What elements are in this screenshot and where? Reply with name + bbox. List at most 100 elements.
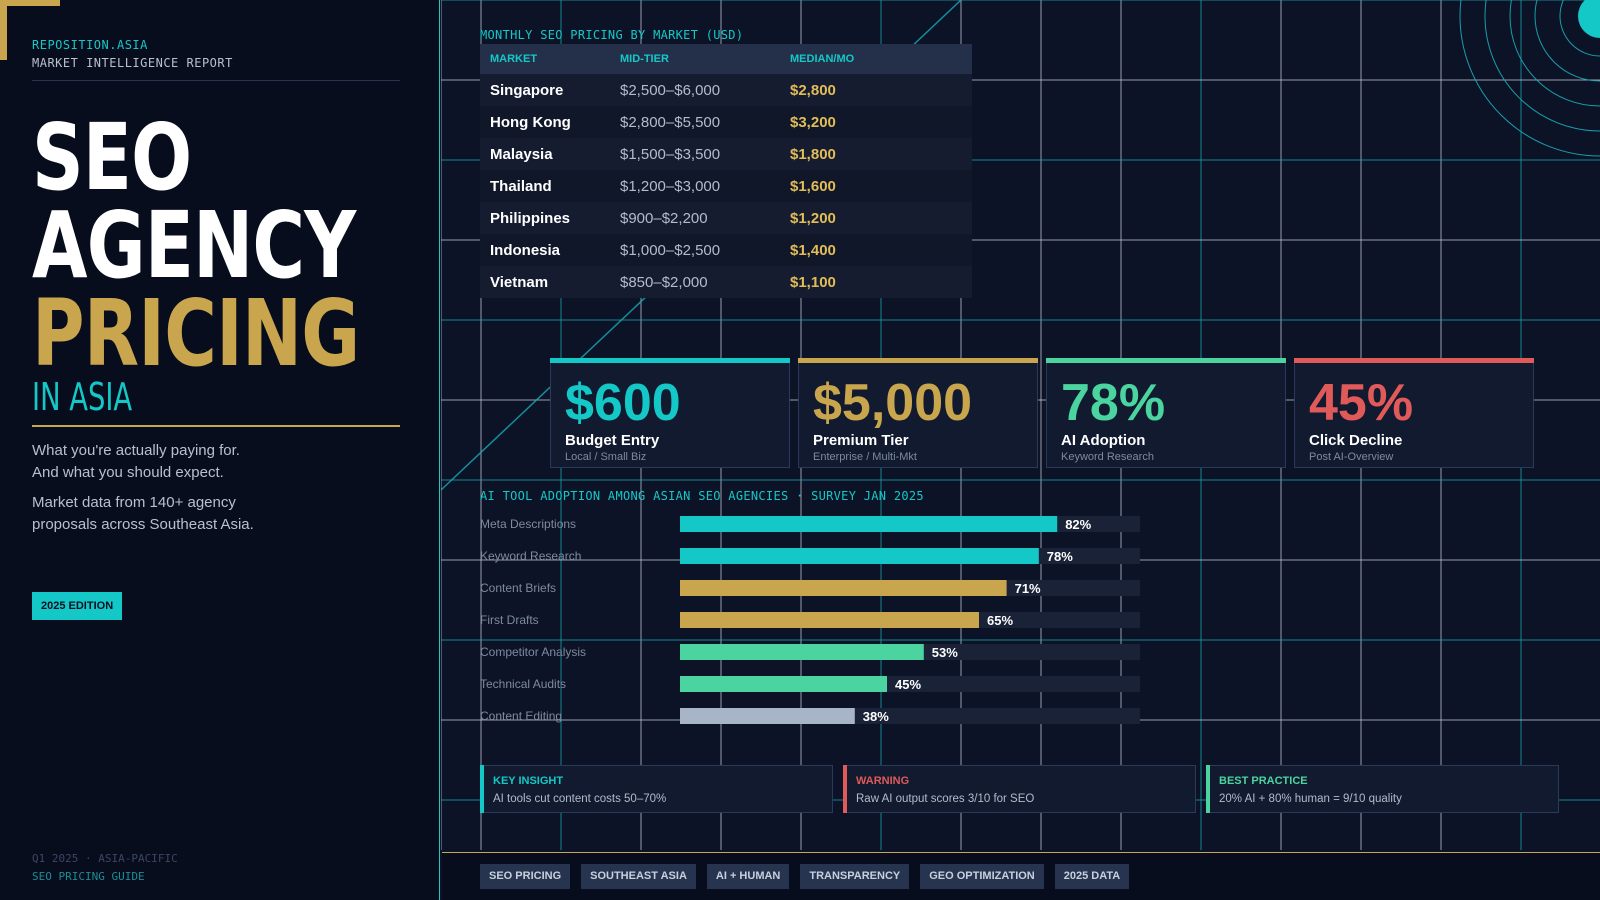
market-cell: Hong Kong xyxy=(490,113,571,131)
range-cell: $2,500–$6,000 xyxy=(620,81,721,99)
value-label: 53% xyxy=(932,645,958,660)
tagline-source: Market data from 140+ agency proposals a… xyxy=(32,494,254,533)
table-row: Thailand $1,200–$3,000 $1,600 xyxy=(480,170,972,202)
category-label: Technical Audits xyxy=(480,677,566,691)
median-cell: $2,800 xyxy=(790,81,836,99)
range-cell: $1,500–$3,500 xyxy=(620,145,721,163)
table-title: MONTHLY SEO PRICING BY MARKET (USD) xyxy=(480,28,744,42)
decor-ring xyxy=(1509,0,1600,107)
category-label: First Drafts xyxy=(480,613,539,627)
insight-best-practice: BEST PRACTICE 20% AI + 80% human = 9/10 … xyxy=(1206,765,1559,813)
median-cell: $1,400 xyxy=(790,241,836,259)
bar xyxy=(680,516,1058,532)
bar xyxy=(680,644,924,660)
stat-label: Budget Entry xyxy=(565,432,660,449)
footer-guide: SEO PRICING GUIDE xyxy=(32,870,145,883)
decor-ring xyxy=(1459,0,1600,157)
stat-label: AI Adoption xyxy=(1061,432,1146,449)
adoption-bar-chart: Meta Descriptions 82% Keyword Research 78% C… xyxy=(480,516,1140,724)
stat-value: 78% xyxy=(1061,374,1166,432)
range-cell: $850–$2,000 xyxy=(620,273,708,291)
insight-key: KEY INSIGHT AI tools cut content costs 5… xyxy=(480,765,833,813)
category-label: Meta Descriptions xyxy=(480,517,576,531)
value-label: 78% xyxy=(1047,549,1073,564)
table-header: MARKET MID-TIER MEDIAN/MO xyxy=(480,44,972,74)
tag-chip[interactable]: TRANSPARENCY xyxy=(800,864,910,889)
tag-chip[interactable]: 2025 DATA xyxy=(1054,864,1130,889)
market-cell: Vietnam xyxy=(490,273,549,291)
insight-accent xyxy=(843,765,847,813)
stat-card-budget: $600 Budget Entry Local / Small Biz xyxy=(550,358,790,468)
tag-chip[interactable]: SOUTHEAST ASIA xyxy=(581,864,696,889)
corner-accent xyxy=(0,0,60,6)
footer-meta: Q1 2025 · ASIA-PACIFIC xyxy=(32,852,178,865)
card-accent xyxy=(798,358,1038,363)
value-label: 71% xyxy=(1015,581,1041,596)
title-line: AGENCY xyxy=(32,192,356,299)
median-cell: $1,200 xyxy=(790,209,836,227)
median-cell: $1,100 xyxy=(790,273,836,291)
tag-chip[interactable]: GEO OPTIMIZATION xyxy=(920,864,1044,889)
pricing-table: MARKET MID-TIER MEDIAN/MO Singapore $2,5… xyxy=(480,44,972,298)
insight-title: BEST PRACTICE xyxy=(1219,775,1308,787)
category-label: Content Briefs xyxy=(480,581,556,595)
stat-value: $600 xyxy=(565,374,681,432)
category-label: Content Editing xyxy=(480,709,562,723)
stat-sublabel: Enterprise / Multi-Mkt xyxy=(813,451,917,463)
title-line: PRICING xyxy=(32,280,360,387)
bar xyxy=(680,580,1007,596)
category-label: Keyword Research xyxy=(480,549,581,563)
card-accent xyxy=(1046,358,1286,363)
bar xyxy=(680,708,855,724)
title-line: SEO xyxy=(32,104,192,211)
column-header: MARKET xyxy=(490,53,538,65)
decor-dot xyxy=(1578,0,1600,38)
insight-accent xyxy=(1206,765,1210,813)
tag-chip[interactable]: AI + HUMAN xyxy=(706,864,790,889)
category-label: Competitor Analysis xyxy=(480,645,586,659)
insight-text: Raw AI output scores 3/10 for SEO xyxy=(856,793,1035,805)
decor-ring xyxy=(1559,0,1600,57)
market-cell: Singapore xyxy=(490,81,564,99)
median-cell: $1,800 xyxy=(790,145,836,163)
tag-list: SEO PRICING SOUTHEAST ASIA AI + HUMAN TR… xyxy=(480,864,1130,889)
stat-sublabel: Local / Small Biz xyxy=(565,451,647,463)
value-label: 45% xyxy=(895,677,921,692)
insight-title: WARNING xyxy=(856,775,910,787)
corner-accent xyxy=(0,0,7,60)
column-header: MID-TIER xyxy=(620,53,669,65)
card-accent xyxy=(550,358,790,363)
stat-value: 45% xyxy=(1309,374,1414,432)
tagline: What you're actually paying for. And wha… xyxy=(32,442,240,481)
stat-sublabel: Keyword Research xyxy=(1061,451,1154,463)
range-cell: $1,200–$3,000 xyxy=(620,177,721,195)
table-row: Vietnam $850–$2,000 $1,100 xyxy=(480,266,972,298)
market-cell: Thailand xyxy=(490,177,552,195)
value-label: 65% xyxy=(987,613,1013,628)
median-cell: $3,200 xyxy=(790,113,836,131)
stat-label: Click Decline xyxy=(1309,432,1403,449)
value-label: 82% xyxy=(1065,517,1091,532)
column-header: MEDIAN/MO xyxy=(790,53,855,65)
value-label: 38% xyxy=(863,709,889,724)
bar xyxy=(680,612,979,628)
insight-text: AI tools cut content costs 50–70% xyxy=(493,793,667,805)
brand-name: REPOSITION.ASIA xyxy=(32,38,148,52)
median-cell: $1,600 xyxy=(790,177,836,195)
market-cell: Philippines xyxy=(490,209,571,227)
edition-badge: 2025 EDITION xyxy=(32,592,123,620)
stat-label: Premium Tier xyxy=(813,432,909,449)
bar xyxy=(680,676,887,692)
stat-card-premium: $5,000 Premium Tier Enterprise / Multi-M… xyxy=(798,358,1038,468)
table-row: Hong Kong $2,800–$5,500 $3,200 xyxy=(480,106,972,138)
tag-chip[interactable]: SEO PRICING xyxy=(480,864,571,889)
decor-ring xyxy=(1484,0,1600,132)
card-accent xyxy=(1294,358,1534,363)
report-type: MARKET INTELLIGENCE REPORT xyxy=(32,56,233,70)
insight-accent xyxy=(480,765,484,813)
stat-card-ai-adoption: 78% AI Adoption Keyword Research xyxy=(1046,358,1286,468)
range-cell: $900–$2,200 xyxy=(620,209,708,227)
insight-title: KEY INSIGHT xyxy=(493,775,564,787)
gold-divider xyxy=(32,425,400,427)
table-row: Philippines $900–$2,200 $1,200 xyxy=(480,202,972,234)
